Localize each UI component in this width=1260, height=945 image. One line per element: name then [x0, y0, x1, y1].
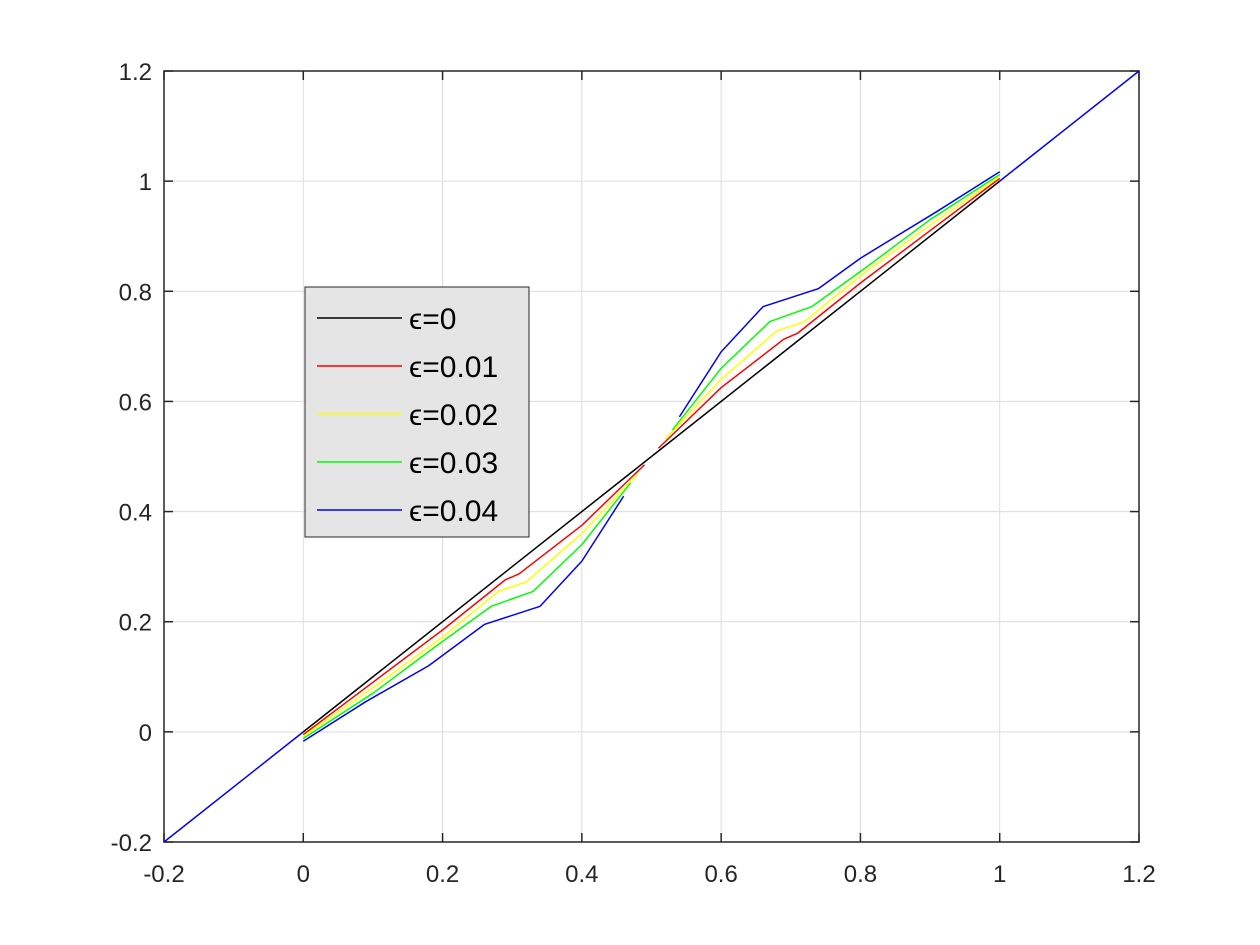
series-segment [671, 173, 1001, 431]
y-tick-label: 1.2 [119, 59, 152, 86]
legend-label: ϵ=0 [409, 303, 456, 336]
legend: ϵ=0 ϵ=0.01 ϵ=0.02 ϵ=0.03 ϵ=0.04 [304, 286, 530, 538]
tick-labels: -0.2 0 0.2 0.4 0.6 0.8 1 1.2 -0.2 0 0.2 0.4 0.6 0.8 1 1… [111, 59, 1156, 888]
series-line-3 [302, 173, 1001, 740]
plot-area [163, 70, 1140, 843]
series-segment [302, 455, 652, 733]
x-tick-label: 1 [993, 861, 1006, 888]
series-segment [302, 464, 646, 736]
series-line-0 [302, 180, 1001, 733]
series-lines [163, 70, 1140, 843]
x-tick-label: 0.4 [565, 861, 598, 888]
series-segment [678, 171, 1001, 418]
x-tick-label: 0.6 [704, 861, 737, 888]
y-tick-label: 0.4 [119, 500, 152, 527]
series-line-1 [302, 177, 1001, 736]
legend-label: ϵ=0.04 [409, 495, 498, 528]
y-tick-label: 0.8 [119, 279, 152, 306]
tick-marks [163, 70, 1140, 843]
x-tick-label: 0 [297, 861, 310, 888]
series-segment [302, 495, 625, 742]
y-tick-label: 0.6 [119, 389, 152, 416]
y-tick-label: 1 [139, 169, 152, 196]
series-segment [163, 731, 304, 843]
y-tick-label: -0.2 [111, 830, 152, 857]
series-segment [999, 70, 1140, 182]
series-segment [302, 473, 639, 737]
series-line-2 [302, 176, 1001, 737]
y-tick-label: 0 [139, 720, 152, 747]
series-segment [664, 176, 1001, 440]
series-segment [657, 177, 1001, 449]
x-tick-label: 0.8 [844, 861, 877, 888]
legend-label: ϵ=0.01 [409, 351, 498, 384]
x-tick-label: 0.2 [426, 861, 459, 888]
legend-label: ϵ=0.03 [409, 447, 498, 480]
x-tick-label: 1.2 [1122, 861, 1155, 888]
series-segment [651, 180, 1001, 458]
legend-label: ϵ=0.02 [409, 399, 498, 432]
x-tick-label: -0.2 [143, 861, 184, 888]
legend-box [304, 286, 530, 538]
series-segment [302, 482, 632, 740]
y-tick-label: 0.2 [119, 610, 152, 637]
series-line-4 [163, 70, 1140, 843]
